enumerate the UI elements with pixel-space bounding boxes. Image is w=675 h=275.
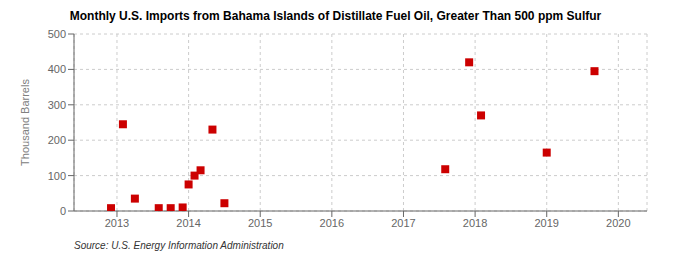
- svg-text:400: 400: [48, 63, 66, 75]
- svg-text:2014: 2014: [176, 217, 200, 229]
- svg-text:500: 500: [48, 28, 66, 40]
- svg-text:2017: 2017: [391, 217, 415, 229]
- svg-text:2018: 2018: [463, 217, 487, 229]
- svg-text:300: 300: [48, 99, 66, 111]
- svg-text:2019: 2019: [534, 217, 558, 229]
- svg-text:2020: 2020: [606, 217, 630, 229]
- svg-text:100: 100: [48, 170, 66, 182]
- svg-text:2015: 2015: [248, 217, 272, 229]
- svg-text:0: 0: [60, 205, 66, 217]
- svg-text:2013: 2013: [105, 217, 129, 229]
- svg-text:2016: 2016: [320, 217, 344, 229]
- svg-text:200: 200: [48, 134, 66, 146]
- html-text:Source: U.S. Energy Informatio: Source: U.S. Energy Information Administ…: [74, 240, 284, 251]
- svg-text:Thousand Barrels: Thousand Barrels: [19, 79, 31, 166]
- html-text:Monthly U.S. Imports from Baha: Monthly U.S. Imports from Bahama Islands…: [69, 9, 602, 23]
